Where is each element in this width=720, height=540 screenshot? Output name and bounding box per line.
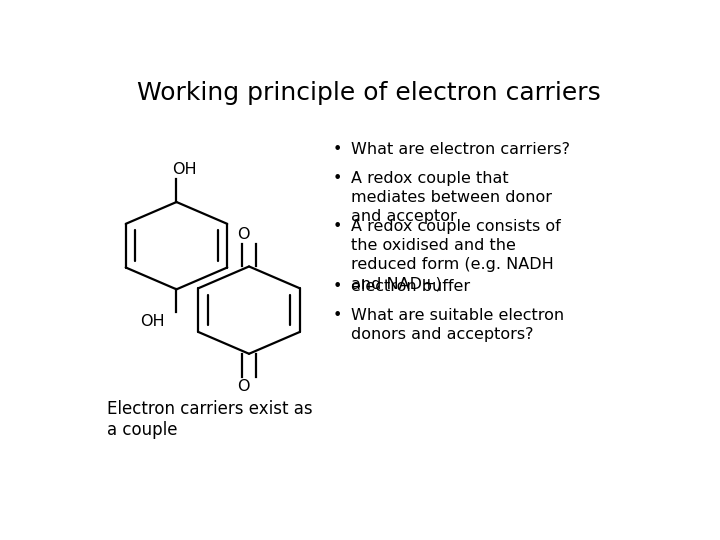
Text: What are electron carriers?: What are electron carriers? [351, 141, 570, 157]
Text: OH: OH [172, 162, 197, 177]
Text: •: • [333, 141, 342, 157]
Text: Working principle of electron carriers: Working principle of electron carriers [137, 82, 601, 105]
Text: O: O [237, 379, 250, 394]
Text: O: O [237, 226, 250, 241]
Text: OH: OH [140, 314, 165, 329]
Text: Electron carriers exist as
a couple: Electron carriers exist as a couple [107, 400, 312, 439]
Text: A redox couple that
mediates between donor
and acceptor: A redox couple that mediates between don… [351, 171, 552, 224]
Text: •: • [333, 171, 342, 186]
Text: A redox couple consists of
the oxidised and the
reduced form (e.g. NADH
and NAD+: A redox couple consists of the oxidised … [351, 219, 561, 291]
Text: •: • [333, 308, 342, 323]
Text: •: • [333, 279, 342, 294]
Text: What are suitable electron
donors and acceptors?: What are suitable electron donors and ac… [351, 308, 564, 342]
Text: •: • [333, 219, 342, 234]
Text: electron buffer: electron buffer [351, 279, 470, 294]
